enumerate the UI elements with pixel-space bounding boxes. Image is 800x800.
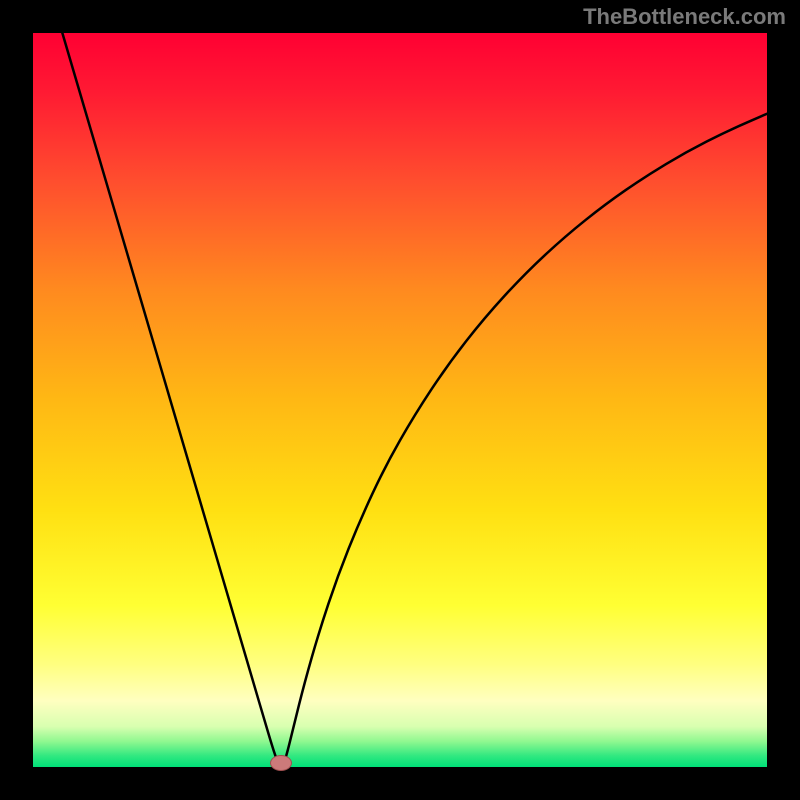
chart-container: TheBottleneck.com <box>0 0 800 800</box>
plot-area <box>33 33 767 767</box>
bottleneck-curve <box>33 33 767 767</box>
watermark-text: TheBottleneck.com <box>583 4 786 30</box>
optimal-point-marker <box>270 755 292 771</box>
